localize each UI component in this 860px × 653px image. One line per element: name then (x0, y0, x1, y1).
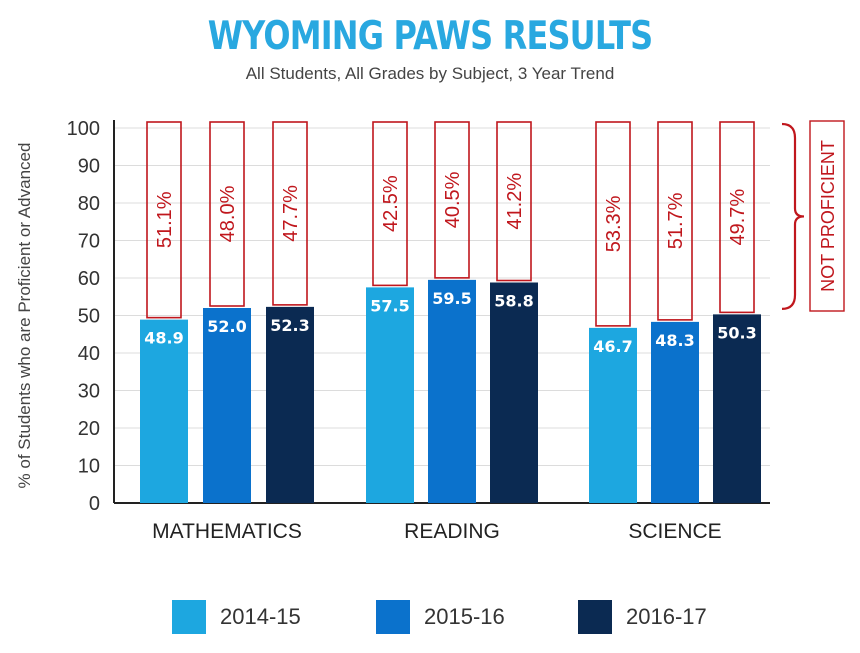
bar-value-label: 50.3 (717, 323, 756, 342)
not-proficient-box (719, 121, 755, 314)
not-proficient-value: 51.7% (665, 192, 687, 249)
not-proficient-box (272, 121, 308, 306)
not-proficient-annotation-box (809, 120, 845, 312)
y-tick-label: 90 (78, 156, 100, 178)
bar (713, 314, 761, 503)
bar-value-label: 52.3 (270, 316, 309, 335)
legend-label: 2015-16 (424, 604, 505, 629)
legend-item-2015-16: 2015-16 (376, 600, 505, 634)
bar-value-label: 46.7 (593, 337, 632, 356)
y-tick-label: 10 (78, 456, 100, 478)
y-axis-label: % of Students who are Proficient or Adva… (15, 143, 34, 489)
y-tick-label: 40 (78, 343, 100, 365)
y-tick-label: 100 (67, 118, 100, 140)
not-proficient-box (434, 121, 470, 279)
not-proficient-value: 51.1% (154, 191, 176, 248)
bar-value-label: 59.5 (432, 289, 471, 308)
legend-swatch (172, 600, 206, 634)
not-proficient-value: 53.3% (603, 195, 625, 252)
x-category-label: READING (404, 520, 500, 543)
y-tick-label: 20 (78, 418, 100, 440)
legend-swatch (376, 600, 410, 634)
not-proficient-value: 49.7% (727, 189, 749, 246)
bar (428, 279, 476, 503)
not-proficient-value: 41.2% (504, 173, 526, 230)
bar (651, 321, 699, 503)
y-tick-label: 30 (78, 381, 100, 403)
not-proficient-annotation: NOT PROFICIENT (818, 140, 838, 292)
bracket (781, 122, 805, 310)
bar-value-label: 48.9 (144, 329, 183, 348)
not-proficient-value: 48.0% (217, 185, 239, 242)
bar-value-label: 58.8 (494, 292, 533, 311)
bar (589, 327, 637, 503)
not-proficient-box (209, 121, 245, 307)
not-proficient-value: 42.5% (380, 175, 402, 232)
bar (140, 319, 188, 503)
legend-label: 2014-15 (220, 604, 301, 629)
chart-subtitle: All Students, All Grades by Subject, 3 Y… (245, 64, 615, 83)
y-tick-label: 70 (78, 231, 100, 253)
not-proficient-box (372, 121, 408, 287)
chart-title: WYOMING PAWS RESULTS (207, 14, 653, 59)
y-tick-label: 0 (89, 493, 100, 515)
not-proficient-box (146, 121, 182, 319)
legend-item-2014-15: 2014-15 (172, 600, 301, 634)
not-proficient-box (496, 121, 532, 282)
bar (266, 306, 314, 503)
bar (203, 308, 251, 503)
x-category-label: SCIENCE (628, 520, 721, 543)
bar (490, 282, 538, 503)
bar-value-label: 48.3 (655, 331, 694, 350)
legend-swatch (578, 600, 612, 634)
y-tick-label: 60 (78, 268, 100, 290)
x-category-label: MATHEMATICS (152, 520, 302, 543)
bar-value-label: 57.5 (370, 296, 409, 315)
not-proficient-box (595, 121, 631, 327)
bar (366, 287, 414, 503)
legend-item-2016-17: 2016-17 (578, 600, 707, 634)
y-tick-label: 80 (78, 193, 100, 215)
not-proficient-box (657, 121, 693, 321)
legend-label: 2016-17 (626, 604, 707, 629)
y-tick-label: 50 (78, 306, 100, 328)
not-proficient-value: 40.5% (442, 171, 464, 228)
bar-value-label: 52.0 (207, 317, 246, 336)
not-proficient-value: 47.7% (280, 185, 302, 242)
